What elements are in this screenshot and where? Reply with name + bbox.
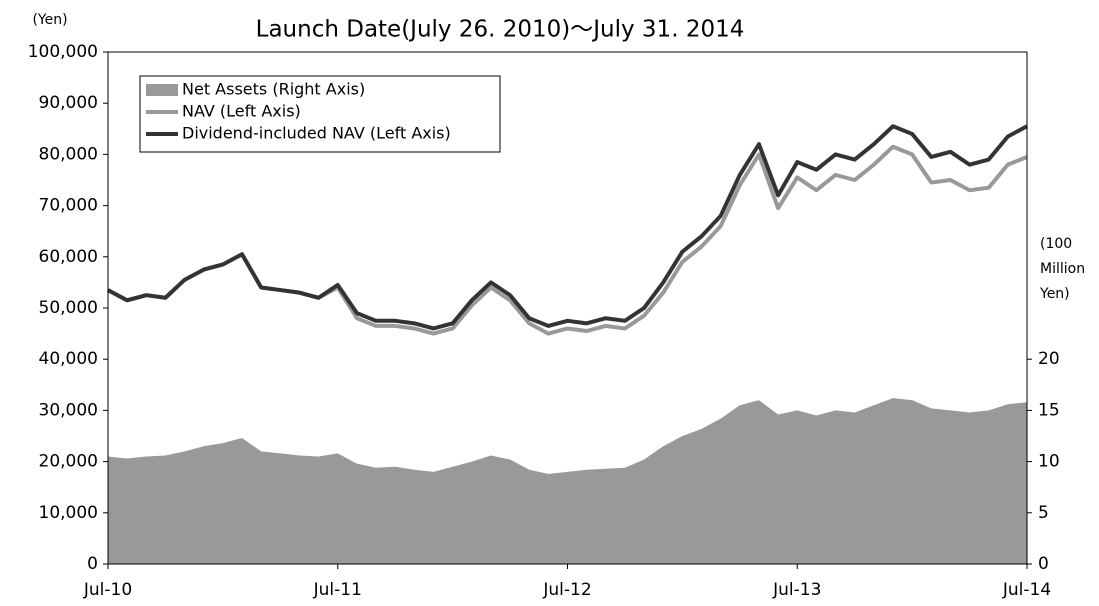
area bbox=[108, 398, 1027, 564]
y-tick-label: 0 bbox=[87, 554, 98, 574]
legend-swatch bbox=[146, 84, 178, 96]
plot bbox=[107, 124, 1028, 564]
legend-label: NAV (Left Axis) bbox=[182, 102, 301, 121]
y2-tick-label: 20 bbox=[1038, 349, 1060, 369]
chart-title: Launch Date(July 26. 2010)〜July 31. 2014 bbox=[256, 17, 745, 43]
x-tick-label: Jul-13 bbox=[772, 580, 821, 600]
x-tick-label: Jul-11 bbox=[313, 580, 362, 600]
y-tick-label: 10,000 bbox=[39, 503, 98, 523]
x-tick-label: Jul-12 bbox=[542, 580, 591, 600]
y2-tick-label: 10 bbox=[1038, 452, 1060, 472]
y-tick-label: 30,000 bbox=[39, 400, 98, 420]
legend-label: Dividend-included NAV (Left Axis) bbox=[182, 124, 451, 143]
y2-axis-label: (100 Million Yen) bbox=[1040, 236, 1086, 302]
y-tick-label: 20,000 bbox=[39, 452, 98, 472]
y-tick-label: 50,000 bbox=[39, 298, 98, 318]
legend-label: Net Assets (Right Axis) bbox=[182, 80, 365, 99]
legend-box bbox=[139, 75, 501, 153]
x-tick-label: Jul-10 bbox=[83, 580, 132, 600]
line bbox=[107, 124, 1028, 331]
y-tick-label: 100,000 bbox=[28, 42, 98, 62]
y-axis-label: (Yen) bbox=[32, 12, 67, 28]
x-tick-label: Jul-14 bbox=[1002, 580, 1051, 600]
y-tick-label: 60,000 bbox=[39, 247, 98, 267]
y2-tick-label: 15 bbox=[1038, 400, 1060, 420]
y2-tick-label: 0 bbox=[1038, 554, 1049, 574]
y-tick-label: 40,000 bbox=[39, 349, 98, 369]
line bbox=[107, 144, 1028, 336]
y-tick-label: 70,000 bbox=[39, 196, 98, 216]
y-tick-label: 80,000 bbox=[39, 144, 98, 164]
y2-tick-label: 5 bbox=[1038, 503, 1049, 523]
y-tick-label: 90,000 bbox=[39, 93, 98, 113]
